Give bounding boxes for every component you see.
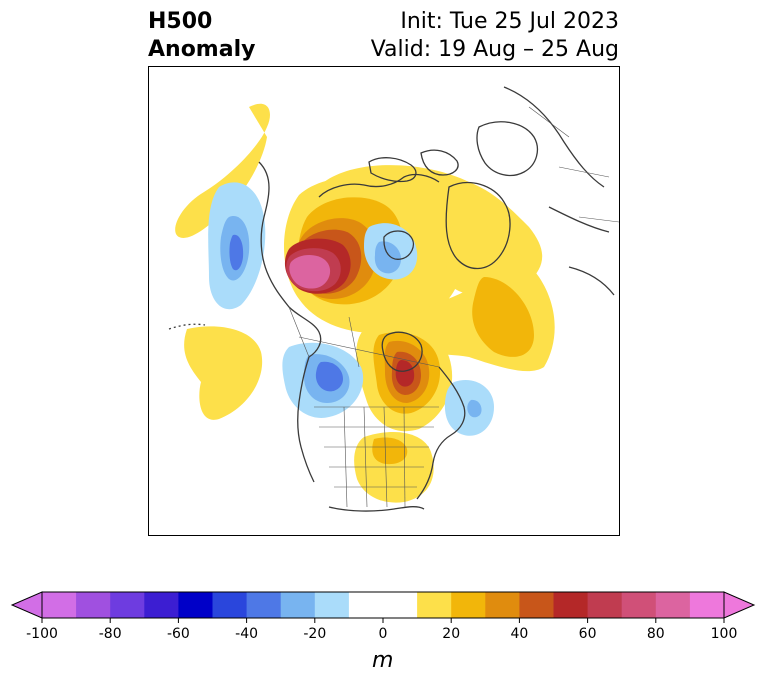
colorbar-tick-label: -100 bbox=[26, 626, 58, 642]
colorbar-unit-label: m bbox=[372, 648, 394, 673]
colorbar-tick-label: 80 bbox=[647, 626, 665, 642]
anomaly-negative-gulf-of-alaska bbox=[208, 182, 266, 310]
colorbar-segment bbox=[280, 592, 316, 618]
colorbar-tick-label: 0 bbox=[379, 626, 388, 642]
colorbar-tick-label: 20 bbox=[442, 626, 460, 642]
colorbar-segment bbox=[587, 592, 623, 618]
colorbar-segment bbox=[689, 592, 725, 618]
colorbar-segment bbox=[246, 592, 282, 618]
colorbar-segment bbox=[76, 592, 111, 618]
colorbar-segment bbox=[178, 592, 213, 618]
colorbar-segment bbox=[348, 592, 418, 618]
colorbar-svg: -100 -80 -60 -40 -20 0 20 40 60 80 100 bbox=[10, 591, 756, 642]
colorbar-tick-label: -60 bbox=[167, 626, 190, 642]
colorbar-segment bbox=[212, 592, 248, 618]
map-borders bbox=[288, 106, 619, 508]
colorbar: -100 -80 -60 -40 -20 0 20 40 60 80 100 bbox=[10, 588, 758, 652]
anomaly-positive-pacific bbox=[175, 103, 270, 420]
colorbar-tick-label: 60 bbox=[579, 626, 597, 642]
colorbar-segment bbox=[314, 592, 350, 618]
anomaly-negative-arctic-low bbox=[364, 223, 418, 280]
colorbar-segment bbox=[655, 592, 691, 618]
colorbar-segment bbox=[110, 592, 145, 618]
colorbar-segment bbox=[553, 592, 589, 618]
colorbar-tick-label: 40 bbox=[510, 626, 528, 642]
colorbar-segment bbox=[42, 592, 77, 618]
anomaly-negative-western-canada bbox=[282, 342, 364, 418]
colorbar-segment bbox=[621, 592, 657, 618]
map-coastlines bbox=[168, 86, 615, 512]
colorbar-segment bbox=[451, 592, 486, 618]
valid-range-label: Valid: 19 Aug – 25 Aug bbox=[370, 37, 619, 62]
colorbar-segment bbox=[519, 592, 554, 618]
anomaly-positive-canada bbox=[356, 323, 453, 432]
anomaly-negative-atlantic bbox=[444, 379, 494, 436]
init-date-label: Init: Tue 25 Jul 2023 bbox=[400, 9, 619, 34]
colorbar-tick-label: 100 bbox=[711, 626, 738, 642]
title-anomaly: Anomaly bbox=[148, 37, 256, 62]
colorbar-segment bbox=[144, 592, 179, 618]
colorbar-tick-label: -40 bbox=[235, 626, 258, 642]
title-left: H500 Anomaly bbox=[148, 8, 255, 64]
anomaly-map bbox=[168, 86, 619, 512]
colorbar-extend-high bbox=[723, 591, 756, 619]
colorbar-extend-low bbox=[10, 591, 43, 619]
title-right: Init: Tue 25 Jul 2023 Valid: 19 Aug – 25… bbox=[371, 8, 619, 64]
colorbar-tick-label: -20 bbox=[303, 626, 326, 642]
title-variable: H500 bbox=[148, 9, 213, 34]
colorbar-segment bbox=[485, 592, 520, 618]
anomaly-positive-arctic bbox=[324, 165, 555, 372]
colorbar-tick-label: -80 bbox=[99, 626, 122, 642]
anomaly-positive-eastern-us bbox=[354, 432, 434, 503]
map-panel bbox=[148, 66, 620, 536]
colorbar-segment bbox=[417, 592, 452, 618]
